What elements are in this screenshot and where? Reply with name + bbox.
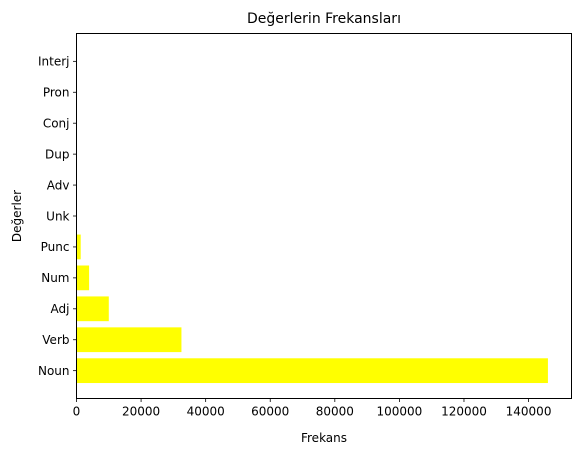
x-tick-label: 140000: [506, 405, 552, 419]
bar-adj: [76, 296, 109, 322]
y-tick-label-pron: Pron: [43, 86, 70, 100]
y-tick-label-adv: Adv: [47, 178, 70, 192]
y-tick-label-adj: Adj: [51, 302, 70, 316]
y-tick-label-noun: Noun: [38, 364, 70, 378]
x-ticks-group: 0 20000 40000 60000 80000 100000 120000 140000: [73, 398, 552, 419]
y-axis-label: Değerler: [10, 190, 24, 242]
bars-group: [76, 48, 548, 384]
plot-frame: [76, 33, 572, 399]
x-tick-label: 100000: [376, 405, 422, 419]
bar-num: [76, 265, 90, 291]
y-tick-label-unk: Unk: [46, 209, 69, 223]
y-ticks-group: Noun Verb Adj Num Punc Unk Adv Dup Conj Pron Inter…: [38, 55, 77, 378]
chart-title: Değerlerin Frekansları: [247, 11, 401, 27]
x-tick-label: 60000: [251, 405, 289, 419]
y-tick-label-dup: Dup: [45, 147, 69, 161]
y-tick-label-conj: Conj: [43, 117, 70, 131]
x-tick-label: 20000: [122, 405, 160, 419]
bar-noun: [76, 358, 548, 384]
x-tick-label: 0: [73, 405, 81, 419]
bar-punc: [76, 234, 81, 260]
x-tick-label: 40000: [187, 405, 225, 419]
y-tick-label-punc: Punc: [41, 240, 70, 254]
bar-verb: [76, 327, 182, 353]
x-axis-label: Frekans: [301, 431, 347, 445]
y-tick-label-verb: Verb: [42, 333, 69, 347]
x-tick-label: 80000: [316, 405, 354, 419]
x-tick-label: 120000: [441, 405, 487, 419]
y-tick-label-num: Num: [41, 271, 69, 285]
y-tick-label-interj: Interj: [38, 55, 70, 69]
